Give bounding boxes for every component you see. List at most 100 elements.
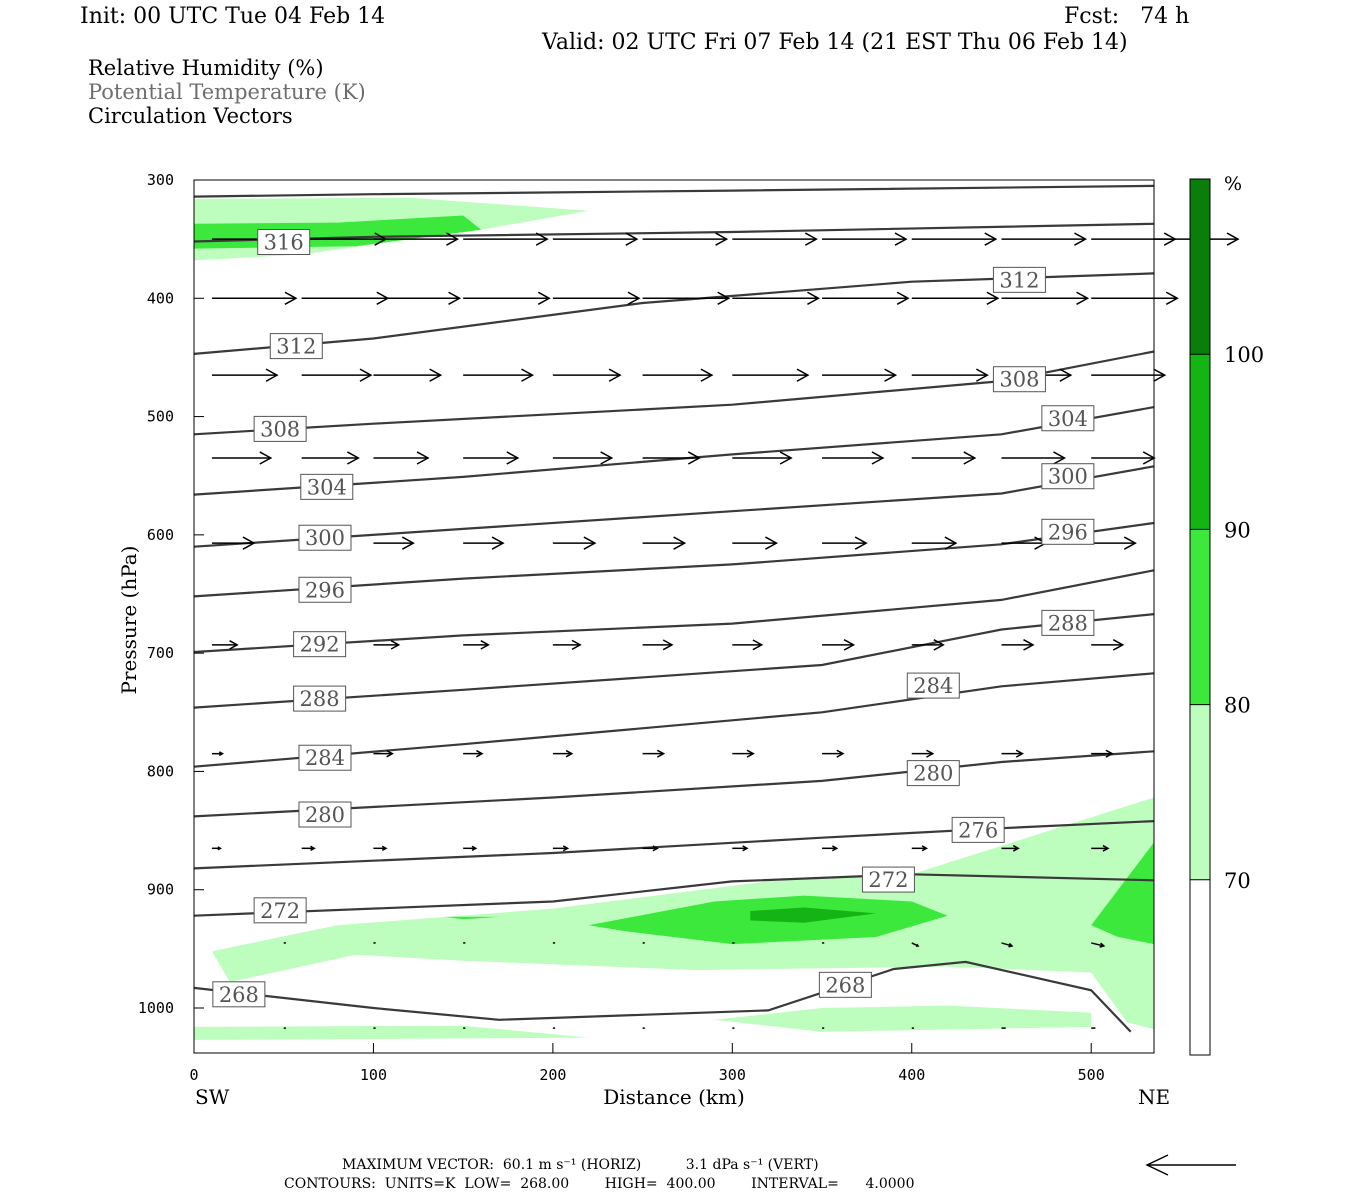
contour-label: 292 (300, 633, 340, 657)
max-vector-note: MAXIMUM VECTOR: 60.1 m s⁻¹ (HORIZ) 3.1 d… (342, 1157, 819, 1173)
colorbar-unit: % (1224, 173, 1242, 195)
circulation-vector (732, 451, 793, 465)
title-relative-humidity: Relative Humidity (%) (88, 56, 324, 80)
theta-contour-272 (193, 873, 1155, 917)
contour-label-box (906, 760, 960, 787)
circulation-vector (1001, 232, 1088, 246)
contour-label-box (951, 816, 1005, 843)
contour-label: 308 (260, 417, 300, 441)
reference-vector-arrow (1145, 1154, 1236, 1176)
circulation-vector (822, 845, 839, 852)
circulation-vector (822, 291, 910, 305)
contour-label-box (906, 672, 960, 699)
circulation-vector (552, 749, 574, 758)
valid-time: Valid: 02 UTC Fri 07 Feb 14 (21 EST Thu … (542, 30, 1128, 55)
circulation-vector (822, 536, 868, 550)
rh-70-region (714, 1005, 1092, 1032)
theta-contour-292 (193, 569, 1155, 654)
theta-contour-280 (193, 750, 1155, 818)
circulation-vector (732, 845, 749, 852)
colorbar-segment (1190, 179, 1210, 355)
axes: 300 400 500 600 700 800 900 1000 0 100 200 300 400 50… (117, 171, 1170, 1109)
init-time: Init: 00 UTC Tue 04 Feb 14 (80, 4, 386, 29)
circulation-vector (911, 232, 998, 246)
circulation-vector (642, 368, 714, 382)
contour-label-box (818, 971, 872, 998)
x-tick-label: 300 (719, 1066, 746, 1084)
circulation-vector (552, 536, 597, 550)
circulation-vector (642, 639, 674, 651)
circulation-vector (463, 749, 484, 758)
circulation-vector (301, 845, 316, 852)
circulation-vector (552, 639, 582, 651)
colorbar-segment (1190, 354, 1210, 530)
circulation-vector (373, 536, 415, 550)
rh-shading (194, 197, 1154, 1040)
contour-label: 304 (1048, 407, 1088, 431)
circulation-vector (1001, 942, 1014, 948)
circulation-vector (373, 749, 394, 758)
contour-label-box (861, 866, 915, 893)
circulation-vector (822, 639, 856, 651)
contour-label: 272 (260, 899, 300, 923)
circulation-vector (911, 291, 1000, 305)
circulation-vector (732, 291, 820, 305)
circulation-vector (301, 451, 360, 465)
circulation-vector (642, 749, 666, 758)
contour-label-box (1041, 609, 1095, 636)
y-tick-label: 300 (147, 171, 174, 189)
contour-label: 308 (999, 368, 1039, 392)
circulation-vector (463, 232, 549, 246)
circulation-vector (552, 291, 641, 305)
circulation-vector (373, 368, 443, 382)
circulation-vector (211, 846, 222, 851)
circulation-vector (642, 536, 687, 550)
contour-label: 312 (999, 268, 1039, 292)
colorbar-segment (1190, 704, 1210, 880)
circulation-vector (1091, 942, 1106, 948)
contour-label: 288 (1048, 611, 1088, 635)
y-tick-label: 900 (147, 881, 174, 899)
circulation-vector (911, 536, 958, 550)
circulation-vector (911, 942, 920, 947)
colorbar-level-label: 90 (1224, 518, 1251, 542)
circulation-vector (301, 368, 373, 382)
colorbar-level-label: 100 (1224, 343, 1264, 367)
circulation-vector (552, 451, 614, 465)
y-axis-title: Pressure (hPa) (117, 546, 141, 695)
contour-label: 272 (868, 868, 908, 892)
rh-90-region (750, 907, 876, 923)
circulation-vector (463, 368, 535, 382)
contour-label-box (300, 473, 354, 500)
colorbar-level-label: 80 (1224, 694, 1251, 718)
plot-frame (193, 179, 1155, 1054)
contour-label: 316 (264, 231, 304, 255)
contour-label-box (253, 415, 307, 442)
x-tick-label: 200 (539, 1066, 566, 1084)
circulation-vector (1001, 639, 1035, 651)
sw-label: SW (195, 1085, 230, 1109)
circulation-vector (1091, 368, 1167, 382)
contour-label: 280 (913, 762, 953, 786)
circulation-vector (211, 451, 273, 465)
y-tick-label: 500 (147, 408, 174, 426)
y-tick-label: 1000 (138, 999, 174, 1017)
circulation-vector (463, 536, 505, 550)
circulation-vector (211, 536, 256, 550)
x-tick-label: 500 (1078, 1066, 1105, 1084)
x-tick-label: 100 (360, 1066, 387, 1084)
contour-label: 280 (305, 803, 345, 827)
circulation-vector (1001, 291, 1090, 305)
contour-label-box (298, 744, 352, 771)
y-tick-label: 800 (147, 762, 174, 780)
circulation-vector (552, 368, 622, 382)
contour-label-box (992, 266, 1046, 293)
circulation-vector (211, 751, 225, 757)
circulation-vector (463, 291, 551, 305)
theta-contour-labels: 316 312 312 308 308 304 304 300 300 296 296 292 288 2… (212, 229, 1095, 1008)
circulation-vector (373, 291, 462, 305)
contour-label: 296 (1048, 520, 1088, 544)
circulation-vector (822, 749, 845, 758)
contour-label-box (298, 801, 352, 828)
